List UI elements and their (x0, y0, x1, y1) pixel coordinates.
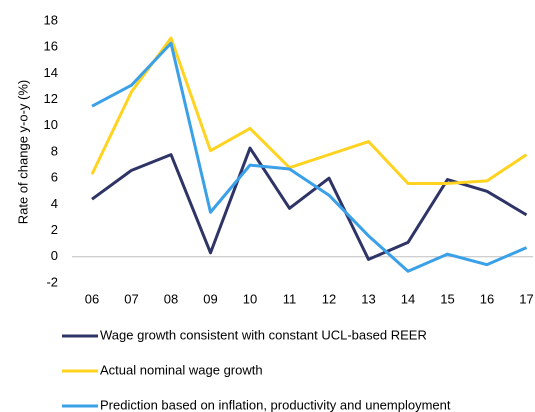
y-tick-label: 8 (51, 143, 58, 158)
legend-label: Wage growth consistent with constant UCL… (100, 327, 427, 342)
x-tick-label: 07 (124, 291, 138, 306)
y-tick-label: 12 (44, 91, 58, 106)
x-tick-label: 15 (440, 291, 454, 306)
y-tick-label: -2 (46, 274, 58, 289)
y-tick-label: 10 (44, 117, 58, 132)
legend-label: Prediction based on inflation, productiv… (100, 397, 451, 412)
y-tick-label: 0 (51, 248, 58, 263)
y-tick-label: 18 (44, 12, 58, 27)
y-tick-label: 16 (44, 39, 58, 54)
y-tick-label: 14 (44, 65, 58, 80)
x-tick-label: 12 (322, 291, 336, 306)
y-tick-label: 2 (51, 222, 58, 237)
x-tick-label: 13 (361, 291, 375, 306)
series-line (90, 36, 528, 185)
x-tick-label: 17 (519, 291, 533, 306)
x-tick-label: 08 (164, 291, 178, 306)
x-tick-label: 16 (480, 291, 494, 306)
x-tick-label: 06 (85, 291, 99, 306)
x-tick-label: 10 (243, 291, 257, 306)
y-tick-label: 6 (51, 170, 58, 185)
y-tick-label: 4 (51, 196, 58, 211)
y-axis-title: Rate of change y-o-y (%) (15, 80, 30, 225)
series-line (91, 146, 528, 261)
x-tick-label: 11 (283, 291, 297, 306)
series-line (91, 41, 528, 273)
x-tick-label: 09 (203, 291, 217, 306)
legend-label: Actual nominal wage growth (100, 362, 263, 377)
x-tick-label: 14 (401, 291, 415, 306)
